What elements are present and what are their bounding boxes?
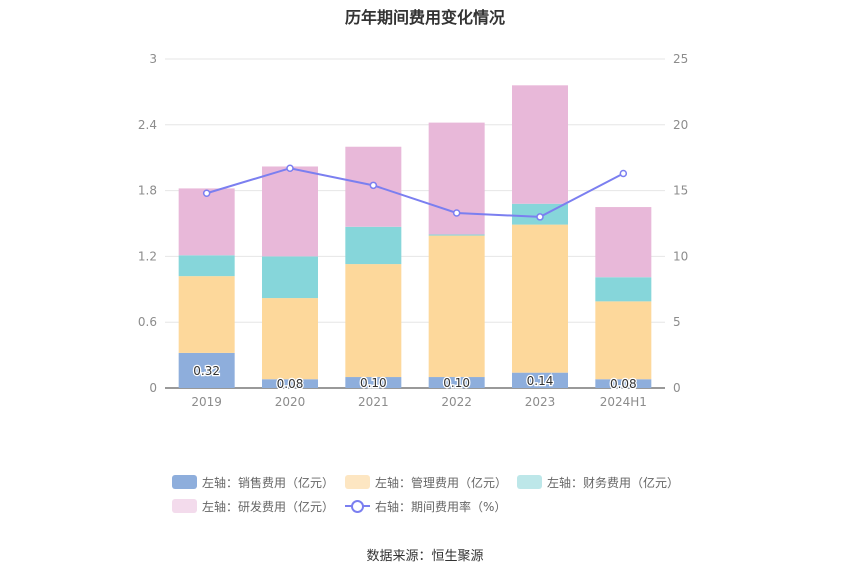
bar-finance [595,277,652,302]
expense-rate-point [619,169,628,178]
sales-data-label: 0.14 [527,374,554,388]
sales-data-label: 0.08 [277,377,304,391]
x-tick-label: 2021 [358,395,389,409]
legend-label-rnd: 左轴：研发费用（亿元） [202,499,335,514]
bar-sales [345,377,402,388]
bar-sales [428,377,485,388]
expense-rate-point [452,209,461,217]
legend-label-finance: 左轴：财务费用（亿元） [547,475,680,490]
legend-swatch-rnd [172,499,197,513]
legend-line-marker-icon [345,499,370,513]
legend-label-expense-rate: 右轴：期间费用率（%） [375,499,507,514]
legend-item-rnd[interactable]: 左轴：研发费用（亿元） [172,498,334,514]
expense-rate-point [536,213,544,221]
source-note: 数据来源：恒生聚源 [366,549,484,564]
y-right-tick-label: 10 [673,249,688,263]
x-tick-label: 2019 [191,395,222,409]
legend-item-finance[interactable]: 左轴：财务费用（亿元） [517,474,679,490]
legend-label-admin: 左轴：管理费用（亿元） [375,475,508,490]
bar-rnd [512,85,568,204]
y-right-tick-label: 15 [673,184,688,198]
sales-data-label: 0.10 [360,376,387,390]
expense-rate-line [206,167,624,218]
legend-item-sales[interactable]: 左轴：销售费用（亿元） [172,474,334,490]
bar-finance [345,226,402,265]
legend-swatch-sales [172,475,197,489]
bar-admin [428,235,485,378]
sales-data-label: 0.10 [443,376,470,390]
legend-swatch-admin [345,475,370,489]
sales-data-label: 0.32 [193,364,220,378]
bar-finance [262,256,318,299]
y-right-tick-label: 20 [673,118,688,132]
x-tick-label: 2024H1 [600,395,647,409]
bar-sales [178,352,235,388]
bar-admin [512,224,568,373]
legend-swatch-finance [517,475,542,489]
x-tick-label: 2020 [275,395,306,409]
x-tick-label: 2022 [441,395,472,409]
bar-sales [595,379,652,388]
bar-rnd [595,207,652,278]
bar-admin [178,276,235,353]
y-left-tick-label: 1.2 [138,249,157,263]
legend-label-sales: 左轴：销售费用（亿元） [202,475,335,490]
sales-data-label: 0.08 [610,377,637,391]
y-left-tick-label: 0 [149,381,157,395]
bar-finance [178,255,235,277]
bar-admin [345,264,402,378]
y-left-tick-label: 3 [149,52,157,66]
y-left-tick-label: 2.4 [138,118,157,132]
bar-rnd [178,188,235,256]
expense-rate-point [286,164,294,172]
expense-rate-point [369,181,378,190]
chart-title: 历年期间费用变化情况 [344,8,505,27]
bar-admin [262,298,318,380]
bar-rnd [428,122,485,235]
y-right-tick-label: 5 [673,315,681,329]
y-right-tick-label: 0 [673,381,681,395]
bar-sales [262,379,318,388]
y-left-tick-label: 0.6 [138,315,157,329]
x-tick-label: 2023 [525,395,556,409]
bar-sales [512,372,568,388]
bar-admin [595,301,652,380]
expense-rate-point [202,189,211,197]
bar-rnd [262,166,318,257]
bar-finance [428,234,485,236]
legend-item-admin[interactable]: 左轴：管理费用（亿元） [345,474,507,490]
y-right-tick-label: 25 [673,52,688,66]
legend-item-expense-rate[interactable]: 右轴：期间费用率（%） [345,498,506,514]
y-left-tick-label: 1.8 [138,184,157,198]
